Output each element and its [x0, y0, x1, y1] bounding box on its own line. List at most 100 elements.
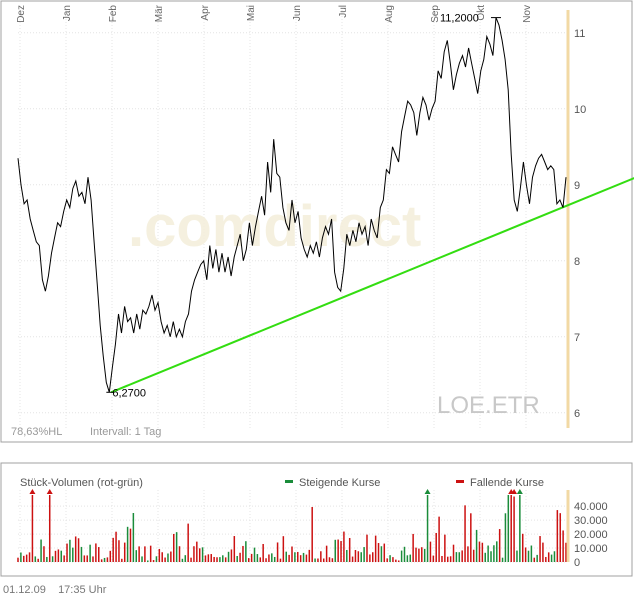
- volume-bar: [372, 552, 374, 562]
- volume-bar: [481, 542, 484, 562]
- volume-bar: [452, 544, 455, 562]
- volume-bar: [181, 558, 184, 562]
- volume-bar: [435, 532, 437, 562]
- volume-bar: [507, 495, 510, 562]
- volume-bar: [294, 552, 296, 562]
- month-label: Jul: [338, 5, 349, 18]
- volume-bar: [48, 495, 51, 562]
- volume-bar: [23, 555, 25, 562]
- volume-bar: [478, 541, 481, 562]
- volume-bar: [158, 549, 161, 562]
- volume-tick-label: 20.000: [574, 529, 608, 541]
- month-label: Feb: [108, 5, 119, 23]
- volume-bar: [31, 495, 34, 562]
- volume-bar: [242, 545, 244, 562]
- watermark: .comdirect: [128, 194, 421, 259]
- volume-bar: [403, 546, 406, 562]
- volume-bar: [314, 558, 316, 562]
- volume-bar: [397, 560, 400, 562]
- volume-bar: [513, 496, 515, 562]
- volume-bar: [291, 546, 293, 562]
- volume-bar: [245, 541, 247, 562]
- volume-chart: Stück-Volumen (rot-grün) Steigende Kurse…: [0, 462, 633, 577]
- volume-bar: [325, 545, 328, 562]
- volume-overflow-arrow: [424, 489, 431, 494]
- volume-bar: [83, 555, 86, 562]
- volume-bar: [112, 537, 114, 562]
- volume-bar: [487, 545, 489, 562]
- volume-bar: [547, 552, 550, 562]
- interval-label: Intervall: 1 Tag: [90, 426, 161, 438]
- high-low-percent-label: 78,63%HL: [11, 426, 62, 438]
- volume-bar: [337, 539, 339, 562]
- volume-bar: [308, 549, 311, 562]
- month-label: Sep: [430, 5, 441, 23]
- volume-bar: [129, 528, 132, 562]
- volume-bar: [285, 551, 287, 562]
- volume-bar: [415, 547, 417, 562]
- volume-bar: [210, 554, 212, 562]
- volume-overflow-arrow: [29, 489, 36, 494]
- low-annotation-label: 6,2700: [112, 387, 146, 399]
- volume-bar: [170, 551, 172, 562]
- volume-bar: [28, 552, 31, 562]
- volume-bar: [444, 534, 446, 562]
- volume-bar: [207, 554, 210, 562]
- volume-bar: [262, 543, 264, 562]
- volume-bar: [201, 547, 204, 562]
- volume-bar: [346, 549, 348, 562]
- volume-bar: [34, 556, 37, 562]
- volume-bar: [135, 550, 138, 562]
- volume-bar: [256, 554, 259, 562]
- volume-bar: [343, 531, 345, 562]
- volume-bar: [331, 558, 334, 562]
- volume-bar: [74, 536, 77, 562]
- volume-bar: [106, 557, 109, 562]
- volume-bar: [389, 555, 391, 562]
- volume-bar: [204, 555, 207, 562]
- volume-bar: [496, 541, 498, 562]
- volume-bar: [449, 556, 452, 562]
- legend-down-swatch: [456, 480, 464, 483]
- volume-overflow-arrow: [511, 489, 518, 494]
- month-label: Mai: [246, 5, 257, 21]
- month-label: Okt: [476, 5, 487, 21]
- volume-bars: [17, 495, 567, 562]
- volume-bar: [227, 551, 230, 562]
- volume-bar: [184, 555, 187, 562]
- volume-bar: [282, 536, 285, 562]
- volume-bar: [155, 556, 158, 562]
- volume-bar: [273, 556, 276, 562]
- volume-bar: [164, 557, 166, 562]
- volume-bar: [222, 555, 224, 562]
- volume-bar: [100, 559, 103, 562]
- current-price-marker: [566, 10, 570, 428]
- month-label: Nov: [522, 5, 533, 23]
- volume-bar: [253, 547, 256, 562]
- volume-bar: [46, 556, 48, 562]
- volume-bar: [423, 548, 426, 562]
- volume-bar: [377, 543, 380, 562]
- volume-bar: [51, 556, 54, 562]
- volume-bar: [322, 558, 325, 562]
- month-label: Apr: [200, 4, 211, 20]
- volume-bar: [268, 554, 270, 562]
- volume-tick-label: 40.000: [574, 501, 608, 513]
- volume-bar: [484, 552, 486, 562]
- volume-bar: [501, 557, 504, 562]
- volume-bar: [276, 542, 279, 562]
- volume-bar: [461, 550, 463, 562]
- volume-bar: [527, 550, 530, 562]
- volume-bar: [147, 560, 149, 562]
- volume-bar: [297, 551, 299, 562]
- volume-bar: [224, 557, 227, 562]
- volume-bar: [279, 558, 282, 562]
- volume-axis-labels: 0 10.000 20.000 30.000 40.000: [574, 501, 608, 569]
- volume-overflow-markers: [29, 489, 523, 494]
- volume-overflow-arrow: [516, 489, 523, 494]
- volume-bar: [493, 545, 495, 562]
- symbol-label: LOE.ETR: [437, 392, 540, 419]
- volume-bar: [144, 546, 146, 562]
- volume-bar: [366, 534, 368, 562]
- volume-bar: [536, 554, 538, 562]
